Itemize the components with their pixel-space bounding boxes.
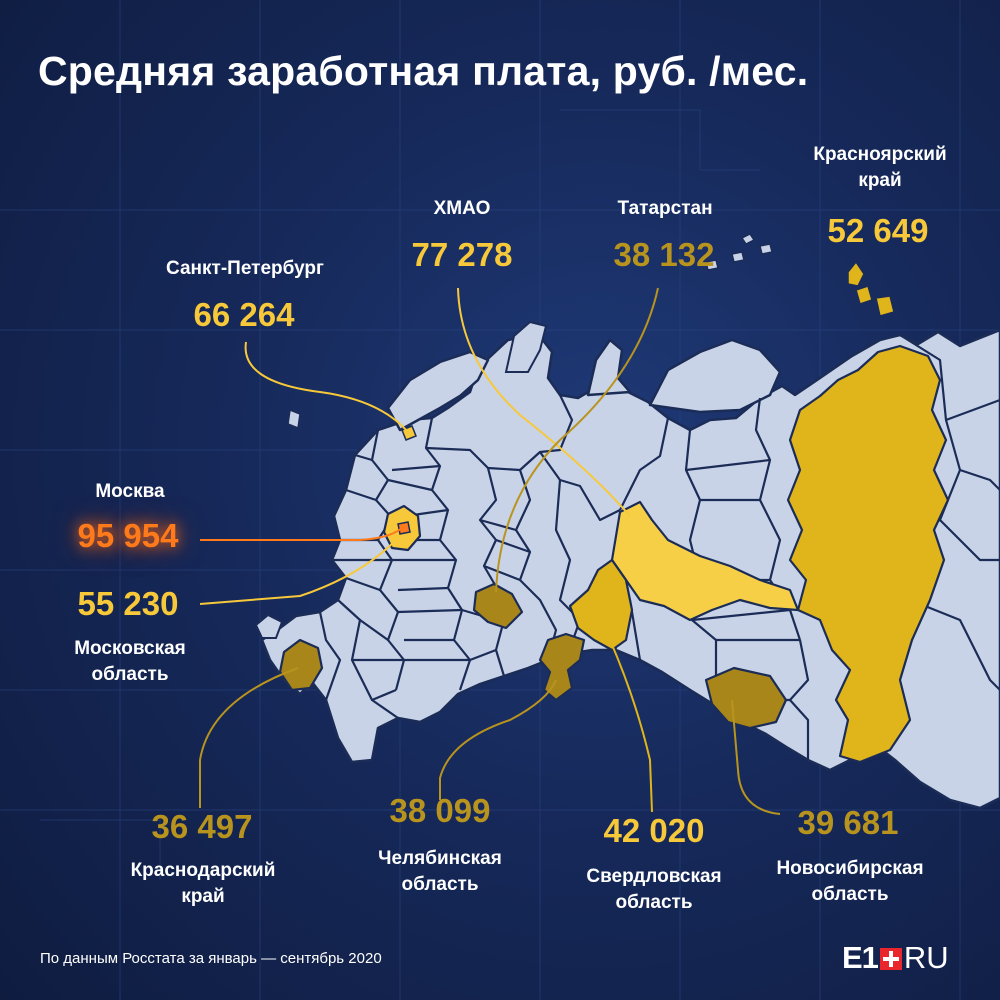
leader-lines (199, 287, 781, 815)
value-chelyabinsk: 38 099 (389, 792, 491, 829)
label-khmao: ХМАО (433, 198, 491, 219)
leader-chelyabinsk (439, 679, 557, 800)
region-chelyabinsk (538, 632, 586, 702)
value-krasnoyarsk: 52 649 (827, 212, 929, 249)
leader-spb (244, 341, 409, 433)
label-chelyabinsk: Челябинская область (378, 848, 502, 895)
map-taimyr (648, 338, 782, 414)
value-tatarstan: 38 132 (613, 236, 715, 273)
leader-sverdlovsk (609, 639, 653, 813)
value-moscow-oblast: 55 230 (77, 585, 179, 622)
leader-moscow (200, 527, 403, 541)
map-kola (386, 350, 490, 432)
value-novosibirsk: 39 681 (797, 804, 899, 841)
krasnoyarsk-islands (847, 260, 895, 317)
label-moscow: Москва (95, 481, 165, 502)
value-sverdlovsk: 42 020 (603, 812, 705, 849)
map-islands (287, 233, 773, 430)
label-sverdlovsk: Свердловская область (586, 866, 722, 913)
label-novosibirsk: Новосибирская область (776, 858, 924, 905)
region-borders (318, 334, 1000, 760)
region-moscow (397, 521, 411, 535)
map-yamal (586, 338, 632, 397)
region-krasnoyarsk (786, 344, 950, 764)
leader-moscow-oblast (199, 539, 397, 605)
value-khmao: 77 278 (411, 236, 513, 273)
label-krasnoyarsk: Красноярский край (813, 144, 947, 191)
page-title: Средняя заработная плата, руб. /мес. (38, 48, 809, 94)
region-novosibirsk (704, 666, 788, 730)
label-tatarstan: Татарстан (617, 198, 713, 219)
leader-krasnodar (199, 667, 299, 808)
value-spb: 66 264 (193, 296, 295, 333)
map-crimea (254, 613, 284, 639)
label-moscow-oblast: Московская область (74, 638, 186, 685)
label-krasnodar: Краснодарский край (130, 860, 276, 907)
source-footnote: По данным Росстата за январь — сентябрь … (40, 950, 382, 967)
brand-right: RU (903, 940, 949, 975)
value-moscow: 95 954 (77, 517, 179, 554)
label-spb: Санкт-Петербург (166, 258, 324, 279)
value-krasnodar: 36 497 (151, 808, 253, 845)
brand-plus-icon (879, 948, 902, 970)
brand-left: E1 (842, 940, 879, 975)
e1-logo: E1 RU (842, 940, 949, 976)
region-sverdlovsk (568, 558, 634, 652)
leader-khmao (457, 287, 631, 517)
map-novaya-zemlya (504, 320, 548, 373)
leader-novosibirsk (731, 699, 781, 815)
leader-tatarstan (495, 287, 659, 593)
